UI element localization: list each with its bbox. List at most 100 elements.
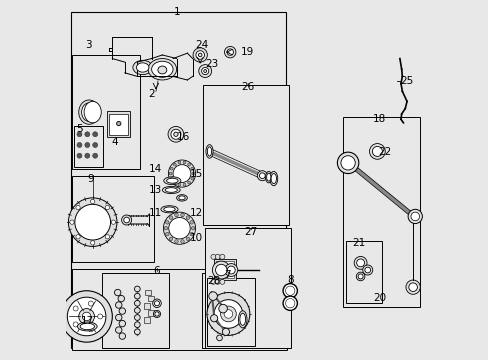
Text: 1: 1 — [173, 7, 180, 17]
Circle shape — [356, 259, 364, 267]
Circle shape — [169, 172, 172, 175]
Circle shape — [98, 314, 102, 319]
Bar — [107, 111, 130, 137]
Circle shape — [93, 143, 98, 148]
Ellipse shape — [79, 100, 99, 124]
Ellipse shape — [238, 311, 246, 328]
Circle shape — [210, 254, 216, 259]
Circle shape — [155, 312, 159, 316]
Bar — [205, 228, 290, 348]
Circle shape — [93, 153, 98, 158]
Text: 27: 27 — [244, 227, 257, 237]
Bar — [145, 290, 151, 296]
Text: 5: 5 — [76, 123, 82, 134]
Circle shape — [152, 299, 161, 307]
Circle shape — [134, 322, 140, 328]
Text: 8: 8 — [287, 275, 294, 285]
Circle shape — [76, 235, 80, 239]
Ellipse shape — [80, 323, 94, 330]
Circle shape — [73, 322, 78, 327]
Text: 22: 22 — [378, 147, 391, 157]
Circle shape — [75, 204, 110, 240]
Circle shape — [134, 286, 140, 292]
Circle shape — [123, 217, 129, 223]
Bar — [148, 296, 153, 301]
Circle shape — [224, 46, 235, 58]
Circle shape — [183, 161, 185, 164]
Ellipse shape — [148, 59, 176, 80]
Bar — [201, 273, 264, 348]
Circle shape — [119, 333, 125, 339]
Circle shape — [168, 217, 190, 239]
Circle shape — [357, 274, 363, 279]
Bar — [74, 126, 103, 167]
Circle shape — [181, 213, 184, 217]
Circle shape — [181, 240, 184, 243]
Ellipse shape — [207, 147, 211, 156]
Bar — [216, 261, 233, 278]
Circle shape — [218, 304, 227, 313]
Circle shape — [173, 132, 178, 136]
Circle shape — [77, 153, 82, 158]
Circle shape — [220, 279, 224, 284]
Ellipse shape — [179, 196, 185, 200]
Circle shape — [337, 152, 358, 174]
Ellipse shape — [84, 102, 101, 123]
Text: 4: 4 — [112, 137, 118, 147]
Ellipse shape — [240, 313, 245, 325]
Circle shape — [183, 183, 185, 186]
Bar — [72, 176, 154, 262]
Text: 6: 6 — [153, 266, 160, 276]
Text: 14: 14 — [148, 164, 162, 174]
Circle shape — [173, 163, 176, 166]
Circle shape — [169, 237, 172, 240]
Circle shape — [90, 199, 95, 203]
Ellipse shape — [176, 195, 187, 201]
Circle shape — [198, 53, 202, 57]
Ellipse shape — [205, 145, 213, 158]
Circle shape — [134, 293, 140, 299]
Circle shape — [364, 267, 370, 273]
Text: 2: 2 — [147, 89, 154, 99]
Circle shape — [93, 132, 98, 137]
Bar — [214, 259, 235, 280]
Circle shape — [105, 205, 109, 210]
Circle shape — [227, 266, 235, 274]
Circle shape — [340, 156, 354, 170]
Ellipse shape — [151, 61, 173, 77]
Ellipse shape — [165, 188, 177, 192]
Circle shape — [405, 280, 419, 294]
Circle shape — [215, 279, 220, 284]
Text: 11: 11 — [149, 208, 162, 218]
Circle shape — [134, 315, 140, 320]
Circle shape — [84, 153, 90, 158]
Circle shape — [224, 310, 232, 318]
Text: 18: 18 — [372, 114, 386, 124]
Circle shape — [163, 212, 195, 244]
Circle shape — [408, 283, 417, 292]
Circle shape — [111, 220, 115, 224]
Circle shape — [257, 171, 267, 181]
Circle shape — [115, 302, 122, 308]
Text: 10: 10 — [190, 233, 203, 243]
Bar — [148, 310, 153, 316]
Circle shape — [154, 301, 159, 306]
Circle shape — [193, 48, 207, 62]
Circle shape — [353, 256, 366, 269]
Circle shape — [168, 160, 195, 187]
Circle shape — [410, 212, 419, 221]
Circle shape — [220, 254, 224, 259]
Ellipse shape — [77, 322, 97, 331]
Circle shape — [77, 132, 82, 137]
Circle shape — [118, 296, 124, 302]
Circle shape — [372, 147, 382, 157]
Ellipse shape — [133, 60, 152, 75]
Circle shape — [174, 213, 178, 217]
Text: 7: 7 — [224, 270, 230, 280]
Circle shape — [283, 284, 297, 298]
Circle shape — [173, 165, 190, 183]
Ellipse shape — [162, 186, 180, 194]
Circle shape — [283, 296, 297, 310]
Text: 24: 24 — [195, 40, 208, 50]
Ellipse shape — [166, 178, 178, 183]
